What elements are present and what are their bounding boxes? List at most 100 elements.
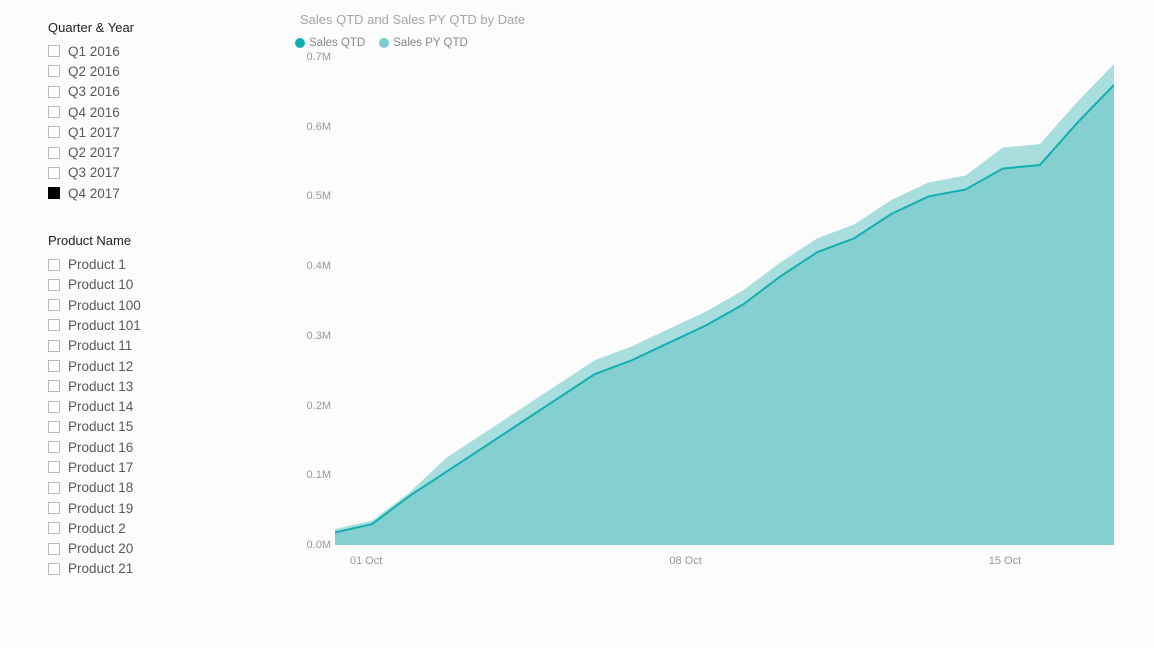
checkbox-icon[interactable] bbox=[48, 563, 60, 575]
checkbox-icon[interactable] bbox=[48, 543, 60, 555]
product-slicer-item[interactable]: Product 11 bbox=[48, 336, 227, 356]
checkbox-icon[interactable] bbox=[48, 126, 60, 138]
product-slicer-item[interactable]: Product 100 bbox=[48, 295, 227, 315]
checkbox-icon[interactable] bbox=[48, 522, 60, 534]
legend-label: Sales QTD bbox=[309, 37, 365, 49]
product-slicer-item-label: Product 13 bbox=[68, 379, 133, 394]
legend-dot-icon bbox=[295, 38, 305, 48]
quarter-slicer-item[interactable]: Q3 2016 bbox=[48, 82, 227, 102]
product-slicer-item[interactable]: Product 1 bbox=[48, 254, 227, 274]
product-slicer-item-label: Product 11 bbox=[68, 338, 132, 353]
quarter-slicer-item-label: Q3 2016 bbox=[68, 84, 120, 99]
product-slicer-item-label: Product 17 bbox=[68, 460, 133, 475]
product-slicer-item-label: Product 20 bbox=[68, 541, 133, 556]
legend-item[interactable]: Sales PY QTD bbox=[379, 37, 468, 49]
x-axis-tick-label: 08 Oct bbox=[669, 555, 701, 567]
product-slicer-item[interactable]: Product 21 bbox=[48, 559, 227, 579]
product-slicer-item[interactable]: Product 18 bbox=[48, 478, 227, 498]
product-slicer: Product Name Product 1 Product 10 Product … bbox=[48, 233, 227, 618]
y-axis-tick-label: 0.5M bbox=[295, 190, 331, 202]
product-slicer-item[interactable]: Product 2 bbox=[48, 518, 227, 538]
product-slicer-item-label: Product 101 bbox=[68, 318, 141, 333]
product-slicer-item[interactable]: Product 20 bbox=[48, 539, 227, 559]
y-axis-tick-label: 0.1M bbox=[295, 469, 331, 481]
checkbox-icon[interactable] bbox=[48, 340, 60, 352]
quarter-slicer-title: Quarter & Year bbox=[48, 20, 227, 35]
quarter-slicer-item[interactable]: Q3 2017 bbox=[48, 163, 227, 183]
checkbox-icon[interactable] bbox=[48, 279, 60, 291]
product-slicer-item[interactable]: Product 19 bbox=[48, 498, 227, 518]
product-slicer-item[interactable]: Product 12 bbox=[48, 356, 227, 376]
y-axis-tick-label: 0.4M bbox=[295, 260, 331, 272]
product-slicer-item-label: Product 18 bbox=[68, 480, 133, 495]
product-slicer-item-label: Product 16 bbox=[68, 440, 133, 455]
legend-dot-icon bbox=[379, 38, 389, 48]
y-axis-tick-label: 0.7M bbox=[295, 51, 331, 63]
product-slicer-item-label: Product 14 bbox=[68, 399, 133, 414]
x-axis-tick-label: 01 Oct bbox=[350, 555, 382, 567]
y-axis-tick-label: 0.3M bbox=[295, 330, 331, 342]
y-axis-tick-label: 0.6M bbox=[295, 121, 331, 133]
checkbox-icon[interactable] bbox=[48, 167, 60, 179]
checkbox-icon[interactable] bbox=[48, 187, 60, 199]
checkbox-icon[interactable] bbox=[48, 86, 60, 98]
quarter-slicer-item-label: Q4 2017 bbox=[68, 186, 120, 201]
product-slicer-item-label: Product 21 bbox=[68, 561, 133, 576]
chart-title: Sales QTD and Sales PY QTD by Date bbox=[300, 12, 1154, 27]
product-slicer-item[interactable]: Product 17 bbox=[48, 457, 227, 477]
quarter-slicer-item[interactable]: Q2 2017 bbox=[48, 142, 227, 162]
product-slicer-item-label: Product 1 bbox=[68, 257, 126, 272]
y-axis-tick-label: 0.0M bbox=[295, 539, 331, 551]
checkbox-icon[interactable] bbox=[48, 45, 60, 57]
product-slicer-item[interactable]: Product 10 bbox=[48, 275, 227, 295]
checkbox-icon[interactable] bbox=[48, 65, 60, 77]
quarter-slicer-item-label: Q3 2017 bbox=[68, 165, 120, 180]
product-slicer-item[interactable]: Product 16 bbox=[48, 437, 227, 457]
product-slicer-item[interactable]: Product 13 bbox=[48, 376, 227, 396]
checkbox-icon[interactable] bbox=[48, 482, 60, 494]
product-slicer-item[interactable]: Product 14 bbox=[48, 396, 227, 416]
x-axis-tick-label: 15 Oct bbox=[989, 555, 1021, 567]
product-slicer-item-label: Product 19 bbox=[68, 501, 133, 516]
chart-panel: Sales QTD and Sales PY QTD by Date Sales… bbox=[245, 0, 1154, 648]
product-slicer-item[interactable]: Product 101 bbox=[48, 315, 227, 335]
quarter-slicer: Quarter & Year Q1 2016 Q2 2016 Q3 2016 Q4 2… bbox=[48, 20, 227, 203]
legend-item[interactable]: Sales QTD bbox=[295, 37, 365, 49]
product-slicer-item-label: Product 100 bbox=[68, 298, 141, 313]
quarter-slicer-item[interactable]: Q4 2017 bbox=[48, 183, 227, 203]
product-slicer-item-label: Product 2 bbox=[68, 521, 126, 536]
y-axis-tick-label: 0.2M bbox=[295, 400, 331, 412]
checkbox-icon[interactable] bbox=[48, 461, 60, 473]
product-slicer-item-label: Product 15 bbox=[68, 419, 133, 434]
filter-sidebar: Quarter & Year Q1 2016 Q2 2016 Q3 2016 Q4 2… bbox=[0, 0, 245, 648]
chart-plot-area: 0.0M0.1M0.2M0.3M0.4M0.5M0.6M0.7M01 Oct08… bbox=[295, 57, 1114, 567]
checkbox-icon[interactable] bbox=[48, 502, 60, 514]
checkbox-icon[interactable] bbox=[48, 401, 60, 413]
checkbox-icon[interactable] bbox=[48, 360, 60, 372]
checkbox-icon[interactable] bbox=[48, 319, 60, 331]
checkbox-icon[interactable] bbox=[48, 441, 60, 453]
product-slicer-title: Product Name bbox=[48, 233, 227, 248]
quarter-slicer-item-label: Q4 2016 bbox=[68, 105, 120, 120]
quarter-slicer-item-label: Q2 2017 bbox=[68, 145, 120, 160]
quarter-slicer-item[interactable]: Q2 2016 bbox=[48, 61, 227, 81]
quarter-slicer-item[interactable]: Q4 2016 bbox=[48, 102, 227, 122]
area-chart-svg bbox=[335, 57, 1114, 545]
chart-legend: Sales QTD Sales PY QTD bbox=[295, 37, 1154, 49]
checkbox-icon[interactable] bbox=[48, 259, 60, 271]
quarter-slicer-item-label: Q2 2016 bbox=[68, 64, 120, 79]
quarter-slicer-item[interactable]: Q1 2016 bbox=[48, 41, 227, 61]
checkbox-icon[interactable] bbox=[48, 421, 60, 433]
checkbox-icon[interactable] bbox=[48, 380, 60, 392]
product-slicer-item-label: Product 10 bbox=[68, 277, 133, 292]
quarter-slicer-item-label: Q1 2016 bbox=[68, 44, 120, 59]
checkbox-icon[interactable] bbox=[48, 147, 60, 159]
dashboard-layout: Quarter & Year Q1 2016 Q2 2016 Q3 2016 Q4 2… bbox=[0, 0, 1154, 648]
chart-plot[interactable] bbox=[335, 57, 1114, 545]
checkbox-icon[interactable] bbox=[48, 299, 60, 311]
legend-label: Sales PY QTD bbox=[393, 37, 468, 49]
product-slicer-item[interactable]: Product 15 bbox=[48, 417, 227, 437]
product-slicer-item-label: Product 12 bbox=[68, 359, 133, 374]
quarter-slicer-item[interactable]: Q1 2017 bbox=[48, 122, 227, 142]
checkbox-icon[interactable] bbox=[48, 106, 60, 118]
